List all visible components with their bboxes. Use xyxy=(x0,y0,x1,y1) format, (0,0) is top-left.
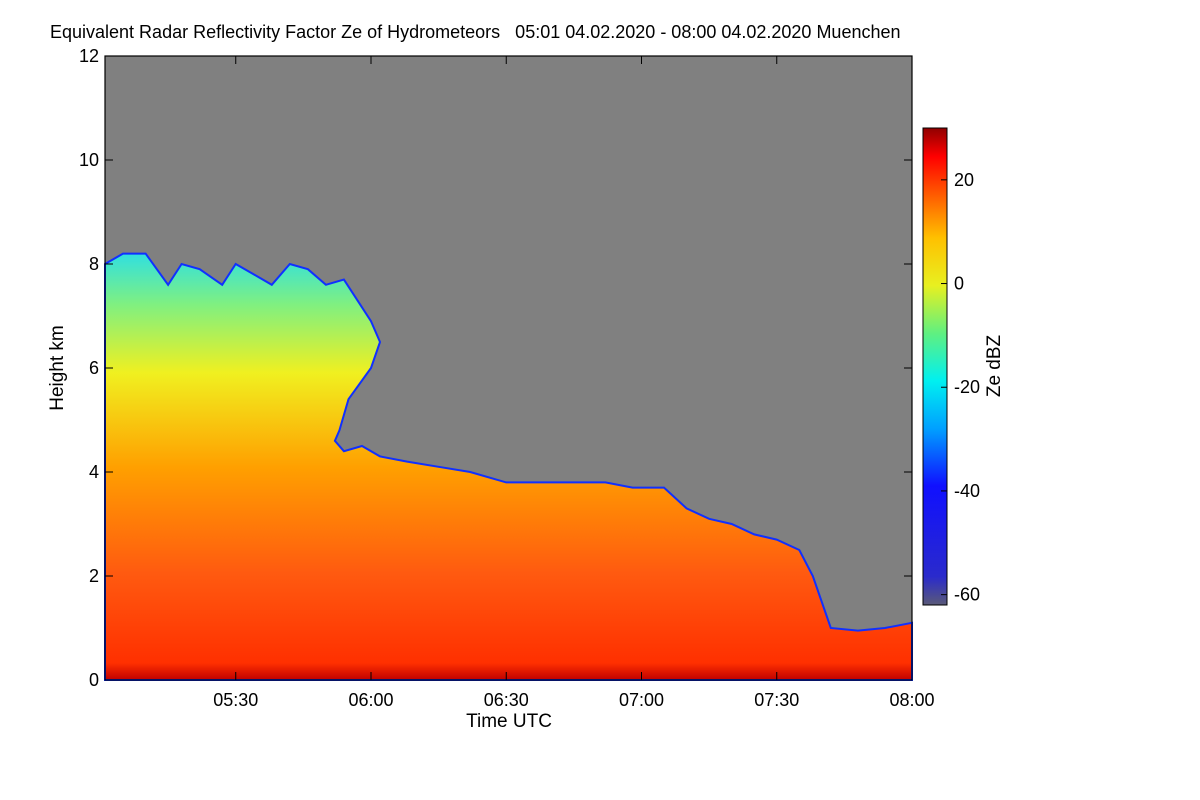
echo-top-edge xyxy=(104,252,913,681)
colorbar-tick-label: -40 xyxy=(954,481,980,501)
x-tick-label: 06:30 xyxy=(484,690,529,710)
x-axis-label: Time UTC xyxy=(466,711,552,732)
y-tick-label: 0 xyxy=(89,670,99,690)
x-tick-label: 06:00 xyxy=(348,690,393,710)
colorbar-label: Ze dBZ xyxy=(984,334,1005,397)
reflectivity-field xyxy=(104,252,913,681)
colorbar-ticks: 20 0 -20 -40 -60 xyxy=(941,170,980,605)
y-axis: 0 2 4 6 8 10 12 xyxy=(79,46,912,690)
colorbar xyxy=(922,127,948,606)
y-tick-label: 10 xyxy=(79,150,99,170)
colorbar-tick-label: 20 xyxy=(954,170,974,190)
x-axis: 05:30 06:00 06:30 07:00 07:30 08:00 xyxy=(213,56,935,710)
y-tick-label: 6 xyxy=(89,358,99,378)
colorbar-tick-label: -60 xyxy=(954,585,980,605)
y-tick-label: 8 xyxy=(89,254,99,274)
x-tick-label: 08:00 xyxy=(889,690,934,710)
colorbar-tick-label: 0 xyxy=(954,274,964,294)
x-tick-label: 07:00 xyxy=(619,690,664,710)
x-tick-label: 05:30 xyxy=(213,690,258,710)
colorbar-tick-label: -20 xyxy=(954,377,980,397)
x-tick-label: 07:30 xyxy=(754,690,799,710)
y-tick-label: 4 xyxy=(89,462,99,482)
y-tick-label: 2 xyxy=(89,566,99,586)
y-axis-label: Height km xyxy=(47,325,68,411)
echo-region xyxy=(105,253,912,680)
chart-title: Equivalent Radar Reflectivity Factor Ze … xyxy=(50,22,901,42)
y-tick-label: 12 xyxy=(79,46,99,66)
